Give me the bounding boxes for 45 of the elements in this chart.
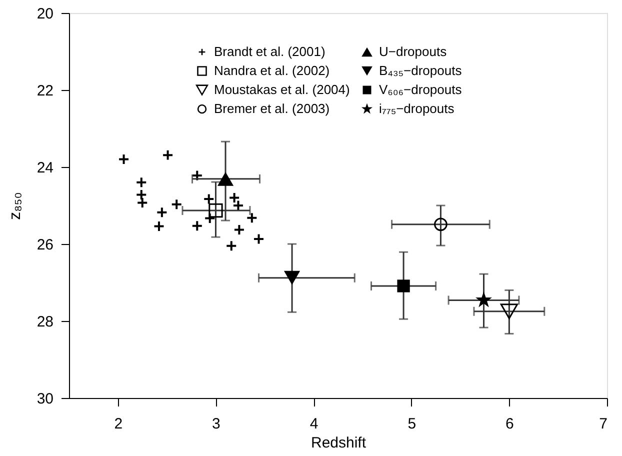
legend-label: Moustakas et al. (2004) xyxy=(214,82,350,97)
point xyxy=(136,176,148,188)
legend-label: i₇₇₅−dropouts xyxy=(379,101,455,116)
x-tick-label: 3 xyxy=(212,416,220,432)
point xyxy=(217,172,234,186)
y-tick-label: 28 xyxy=(36,314,54,330)
point xyxy=(253,233,265,245)
y-tick-label: 26 xyxy=(36,236,54,254)
x-tick-label: 4 xyxy=(310,416,318,432)
legend-label: Nandra et al. (2002) xyxy=(214,63,330,78)
point xyxy=(434,218,448,232)
y-tick-label: 20 xyxy=(36,6,54,22)
point xyxy=(136,197,148,209)
point xyxy=(284,270,300,285)
legend-label: Brandt et al. (2001) xyxy=(214,44,326,59)
legend-label: U−dropouts xyxy=(379,44,448,59)
point xyxy=(397,280,410,292)
point xyxy=(203,193,215,205)
point xyxy=(162,149,174,161)
y-tick-label: 30 xyxy=(36,390,54,408)
legend-label: V₆₀₆−dropouts xyxy=(379,82,462,97)
point xyxy=(476,292,492,308)
point xyxy=(204,212,216,224)
point xyxy=(233,224,245,236)
point xyxy=(118,154,130,166)
y-tick-label: 22 xyxy=(36,82,54,100)
point xyxy=(170,198,182,210)
point xyxy=(153,220,165,232)
x-tick-label: 2 xyxy=(114,416,123,432)
point xyxy=(156,206,168,218)
legend-label: Bremer et al. (2003) xyxy=(214,101,330,116)
point xyxy=(226,240,238,252)
point xyxy=(246,212,258,224)
y-axis-title: z₈₅₀ xyxy=(6,192,24,220)
x-tick-label: 6 xyxy=(506,416,514,432)
point xyxy=(208,203,223,218)
x-axis-title: Redshift xyxy=(310,434,367,452)
point xyxy=(191,220,203,232)
legend-label: B₄₃₅−dropouts xyxy=(379,63,462,78)
point xyxy=(136,188,148,200)
x-tick-label: 7 xyxy=(599,416,608,432)
y-tick-label: 24 xyxy=(36,160,54,176)
point xyxy=(500,304,518,320)
point xyxy=(191,170,203,182)
x-tick-label: 5 xyxy=(408,416,416,432)
